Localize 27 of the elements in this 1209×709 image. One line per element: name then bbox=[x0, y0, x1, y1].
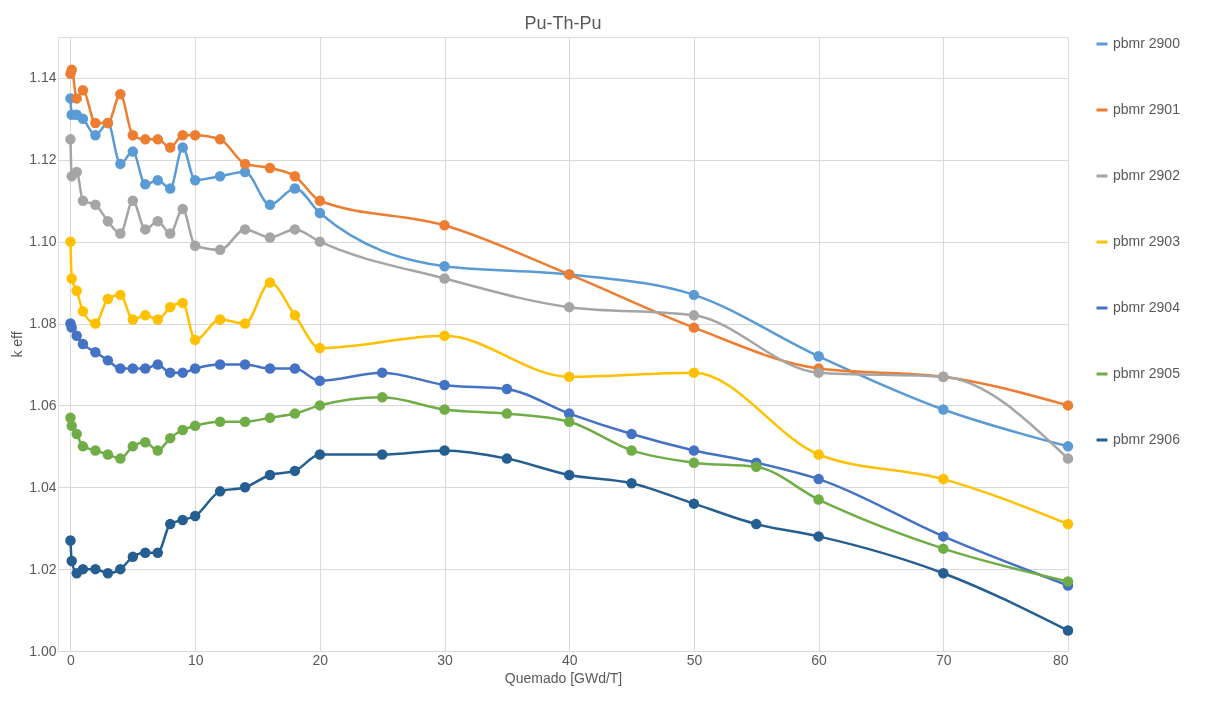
x-tick-label: 20 bbox=[312, 651, 329, 668]
legend-label: pbmr 2906 bbox=[1113, 431, 1181, 447]
x-tick-label: 80 bbox=[1052, 651, 1069, 668]
legend-label: pbmr 2900 bbox=[1113, 35, 1181, 51]
x-tick-label: 60 bbox=[811, 651, 828, 668]
y-tick-label: 1.04 bbox=[29, 478, 57, 495]
x-tick-label: 40 bbox=[561, 651, 578, 668]
y-tick-label: 1.02 bbox=[29, 560, 57, 577]
legend-label: pbmr 2905 bbox=[1113, 365, 1181, 381]
x-tick-label: 30 bbox=[437, 651, 454, 668]
y-tick-label: 1.10 bbox=[29, 233, 57, 250]
x-axis-title: Quemado [GWd/T] bbox=[504, 669, 623, 686]
legend-label: pbmr 2903 bbox=[1113, 233, 1181, 249]
y-tick-label: 1.08 bbox=[29, 315, 57, 332]
y-tick-label: 1.06 bbox=[29, 396, 57, 413]
x-tick-label: 0 bbox=[67, 651, 76, 668]
y-tick-label: 1.14 bbox=[29, 69, 57, 86]
legend-label: pbmr 2904 bbox=[1113, 299, 1181, 315]
x-tick-label: 70 bbox=[936, 651, 952, 668]
y-tick-label: 1.12 bbox=[29, 151, 57, 168]
y-axis-title: k eff bbox=[9, 331, 26, 358]
x-tick-label: 50 bbox=[686, 651, 703, 668]
legend-label: pbmr 2901 bbox=[1113, 101, 1181, 117]
legend-label: pbmr 2902 bbox=[1113, 167, 1181, 183]
y-tick-label: 1.00 bbox=[29, 642, 57, 659]
chart-title: Pu-Th-Pu bbox=[524, 13, 602, 33]
x-tick-label: 10 bbox=[187, 651, 204, 668]
